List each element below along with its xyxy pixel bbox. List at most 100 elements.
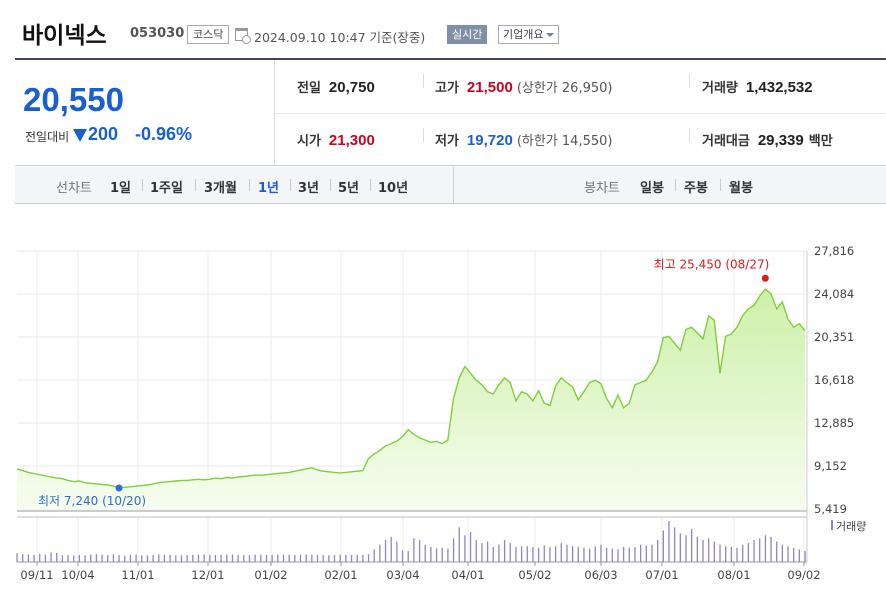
stats-divider	[275, 113, 886, 114]
volume-bar	[696, 536, 698, 562]
volume-bar	[611, 548, 613, 562]
volume-bar	[16, 553, 18, 562]
current-price: 20,550	[23, 81, 124, 118]
volume-bar	[787, 546, 789, 562]
upper-limit: (상한가 26,950)	[516, 81, 613, 96]
volume-bar	[685, 535, 687, 562]
x-tick-label: 07/01	[645, 568, 678, 582]
market-badge: 코스닥	[187, 25, 230, 44]
volume-bar	[152, 555, 154, 562]
volume-bar	[713, 541, 715, 562]
volume-bar	[674, 527, 676, 562]
volume-bar	[277, 554, 279, 562]
volume-bar	[220, 554, 222, 562]
y-tick-label: 20,351	[814, 330, 854, 344]
volume-bar	[396, 541, 398, 562]
volume-bar	[129, 554, 132, 562]
volume-bar	[543, 545, 545, 562]
tab-3y[interactable]: 3년	[298, 181, 320, 196]
volume-bar	[776, 541, 778, 562]
volume-bar	[430, 547, 432, 562]
volume-bar	[231, 554, 234, 562]
company-info-button[interactable]: 기업개요	[498, 25, 560, 44]
open-value: 21,300	[328, 132, 375, 149]
volume-bar	[605, 547, 608, 562]
x-tick-label: 09/11	[20, 568, 53, 582]
volume-bar	[311, 554, 313, 562]
max-point	[761, 274, 769, 282]
separator	[423, 128, 424, 142]
volume-bar	[271, 555, 273, 562]
amount-value: 29,339	[757, 132, 804, 149]
volume-bar	[424, 544, 426, 562]
high-label: 고가	[435, 81, 459, 96]
volume-bar	[764, 535, 767, 562]
tab-10y[interactable]: 10년	[378, 181, 409, 196]
volume-bar	[554, 546, 557, 562]
y-tick-label: 5,419	[814, 502, 847, 516]
volume-bar	[282, 554, 285, 562]
volume-bar	[441, 547, 443, 562]
prev-close-label: 전일	[297, 81, 321, 96]
volume-bar	[452, 538, 455, 562]
chevron-down-icon	[546, 33, 555, 37]
volume-bar	[520, 546, 523, 562]
volume-bar	[27, 554, 30, 562]
volume-bar	[39, 553, 41, 562]
min-point	[115, 484, 123, 492]
tab-5y[interactable]: 5년	[338, 181, 360, 196]
x-tick-label: 04/01	[451, 568, 484, 582]
volume-bar	[560, 543, 562, 562]
volume-bar	[124, 555, 126, 562]
volume-bar	[78, 554, 81, 562]
volume-bar	[486, 541, 489, 562]
x-tick-label: 09/02	[787, 568, 820, 582]
volume-bar	[294, 554, 296, 562]
volume-bar	[141, 555, 143, 562]
y-tick-label: 12,885	[814, 416, 854, 430]
volume-bar	[226, 554, 228, 562]
volume-bar	[305, 554, 307, 562]
x-tick-label: 05/02	[518, 568, 551, 582]
volume-bar	[679, 533, 681, 562]
tab-3m[interactable]: 3개월	[204, 181, 237, 196]
tab-1d[interactable]: 1일	[110, 181, 132, 196]
volume-bar	[390, 536, 392, 562]
x-tick-label: 03/04	[386, 568, 419, 582]
volume-bar	[33, 554, 35, 562]
volume-bar	[577, 547, 579, 562]
volume-bar	[135, 554, 137, 562]
volume-bar	[736, 547, 738, 562]
volume-bar	[458, 527, 460, 562]
volume-bar	[498, 544, 500, 562]
volume-bar	[180, 555, 183, 562]
volume-bar	[169, 554, 171, 562]
volume-bar	[203, 554, 205, 562]
tab-weekly[interactable]: 주봉	[684, 181, 708, 196]
x-tick-label: 10/04	[61, 568, 94, 582]
volume-bar	[112, 554, 115, 562]
change-label: 전일대비	[25, 130, 70, 144]
chart-tab-bar: 선차트 1일 1주일 3개월 1년 3년 5년 10년 봉차트 일봉 주봉 월봉	[15, 167, 886, 204]
lower-limit: (하한가 14,550)	[516, 134, 613, 149]
volume-bar	[158, 554, 160, 562]
separator	[370, 179, 371, 191]
volume-bar	[798, 549, 801, 562]
volume-bar	[730, 547, 733, 562]
tab-monthly[interactable]: 월봉	[729, 181, 753, 196]
tab-1w[interactable]: 1주일	[150, 181, 183, 196]
y-tick-label: 27,816	[814, 244, 854, 258]
volume-bar	[56, 552, 58, 562]
trade-amount: 거래대금 29,339 백만	[702, 130, 833, 149]
x-tick-label: 01/02	[254, 568, 287, 582]
volume-bar	[662, 530, 664, 562]
tab-daily[interactable]: 일봉	[640, 181, 664, 196]
tab-1y[interactable]: 1년	[258, 181, 280, 196]
volume-bar	[73, 555, 75, 562]
prev-close-value: 20,750	[328, 79, 375, 96]
volume-bar	[384, 539, 387, 562]
volume-bar	[50, 552, 52, 562]
amount-unit: 백만	[808, 134, 833, 149]
min-label: 최저 7,240 (10/20)	[38, 494, 146, 508]
volume-bar	[413, 538, 415, 562]
